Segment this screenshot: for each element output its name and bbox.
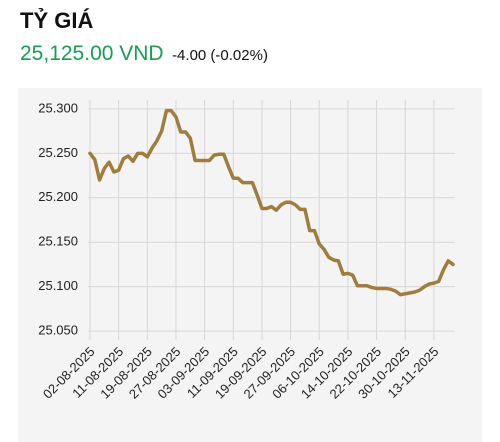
- y-tick-label: 25.300: [38, 100, 78, 115]
- y-tick-label: 25.200: [38, 189, 78, 204]
- y-tick-label: 25.050: [38, 323, 78, 338]
- title: TỶ GIÁ: [20, 8, 94, 33]
- y-tick-label: 25.100: [38, 278, 78, 293]
- price-row: 25,125.00 VND -4.00 (-0.02%): [20, 42, 268, 66]
- y-tick-label: 25.250: [38, 145, 78, 160]
- price-line: [88, 108, 455, 297]
- price: 25,125.00 VND: [20, 42, 164, 65]
- chart-panel: [18, 88, 482, 442]
- change: -4.00 (-0.02%): [172, 47, 268, 64]
- y-tick-label: 25.150: [38, 234, 78, 249]
